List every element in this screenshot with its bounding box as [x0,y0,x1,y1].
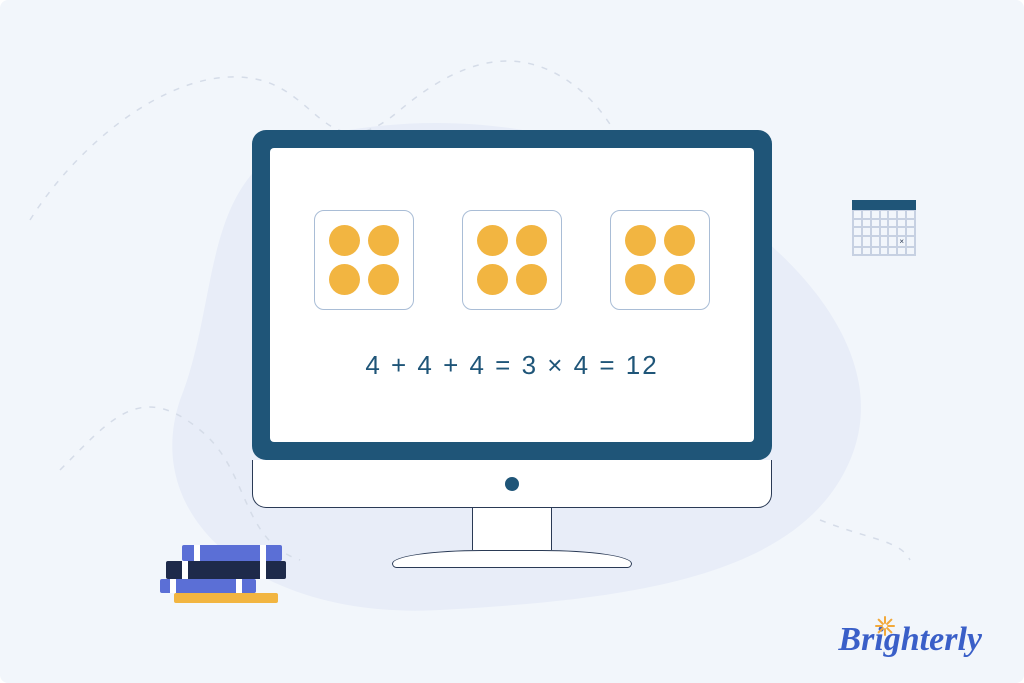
sun-icon [874,615,896,637]
calendar-cell [880,247,889,256]
calendar-cell [906,236,915,247]
calendar-cell [897,247,906,256]
calendar-cell [897,210,906,219]
calendar-cell [906,227,915,236]
calendar-cell [880,210,889,219]
dot-box [462,210,562,310]
calendar-cell [871,247,880,256]
calendar-cell [897,227,906,236]
logo-text: Brighterly [838,621,982,658]
calendar-cell [906,247,915,256]
dot-icon [516,225,547,256]
monitor-base [392,550,632,568]
dot-icon [664,264,695,295]
calendar-cell: × [897,236,906,247]
calendar-cell [897,219,906,228]
calendar-cell [880,236,889,247]
dot-icon [329,264,360,295]
monitor-neck [472,508,552,550]
calendar-cell [888,219,897,228]
monitor-chin [252,460,772,508]
book [174,593,278,603]
dot-box [314,210,414,310]
calendar-header [852,200,916,210]
calendar-cell [871,219,880,228]
calendar-cell [853,210,862,219]
calendar-cell [862,210,871,219]
calendar-cell [853,247,862,256]
calendar-cell [906,219,915,228]
book-stack-icon [160,545,290,603]
calendar-cell [862,219,871,228]
calendar-cell [862,236,871,247]
monitor-screen: 4 + 4 + 4 = 3 × 4 = 12 [252,130,772,460]
monitor-power-button-icon [505,477,519,491]
dot-icon [516,264,547,295]
calendar-cell [888,210,897,219]
dot-icon [329,225,360,256]
infographic-canvas: 4 + 4 + 4 = 3 × 4 = 12 × Brighterly [0,0,1024,683]
calendar-icon: × [852,200,916,256]
calendar-cell [871,236,880,247]
calendar-cell [862,247,871,256]
dot-icon [368,264,399,295]
calendar-cell [906,210,915,219]
calendar-cell [862,227,871,236]
calendar-cell [888,227,897,236]
calendar-cell [880,219,889,228]
book [160,579,256,593]
monitor: 4 + 4 + 4 = 3 × 4 = 12 [252,130,772,568]
dot-box [610,210,710,310]
calendar-grid: × [852,210,916,256]
equation-text: 4 + 4 + 4 = 3 × 4 = 12 [365,350,658,381]
dot-icon [477,225,508,256]
calendar-cell [871,210,880,219]
dot-box-row [314,210,710,310]
screen-content: 4 + 4 + 4 = 3 × 4 = 12 [270,148,754,442]
book [166,561,286,579]
dot-icon [625,264,656,295]
dot-icon [625,225,656,256]
dot-icon [664,225,695,256]
calendar-cell [888,236,897,247]
calendar-cell [853,236,862,247]
dot-icon [477,264,508,295]
brighterly-logo: Brighterly [838,621,982,659]
book [182,545,282,561]
dot-icon [368,225,399,256]
calendar-cell [871,227,880,236]
calendar-cell [888,247,897,256]
calendar-cell [853,227,862,236]
calendar-cell [853,219,862,228]
calendar-cell [880,227,889,236]
